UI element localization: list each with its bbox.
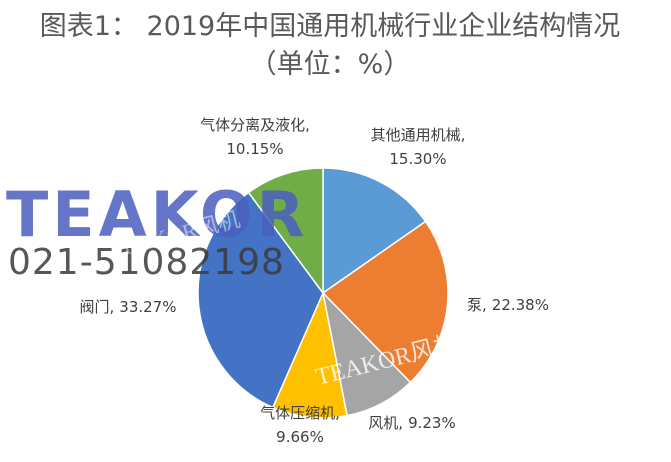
pie-slice [197,191,324,409]
data-label: 阀门, 33.27% [80,298,177,316]
pie-slice [322,167,427,295]
data-label: 风机, 9.23% [368,414,455,432]
chart-title: 图表1： 2019年中国通用机械行业企业结构情况（单位：%） [39,11,621,80]
category-label: 泵, [467,296,487,314]
pie-slice [321,220,449,384]
value-label: 9.66% [276,428,324,446]
value-label: 33.27% [119,298,176,316]
value-label: 10.15% [226,140,283,158]
category-label: 其他通用机械, [371,126,466,144]
value-label: 9.23% [408,414,456,432]
watermark: 021-51082198 [8,242,285,283]
category-label: 气体分离及液化, [200,116,310,134]
data-label: 其他通用机械, 15.30% [371,126,466,168]
value-label: 22.38% [492,296,549,314]
data-label: 气体压缩机, 9.66% [260,404,340,446]
category-label: 气体压缩机, [260,404,340,422]
data-label: 气体分离及液化, 10.15% [200,116,310,158]
data-label: 泵, 22.38% [467,296,549,314]
category-label: 风机, [368,414,403,432]
pie-slice [247,167,324,296]
pie-slice [271,290,348,419]
category-label: 阀门, [80,298,115,316]
watermark: TEAKOR [6,178,308,251]
value-label: 15.30% [389,150,446,168]
